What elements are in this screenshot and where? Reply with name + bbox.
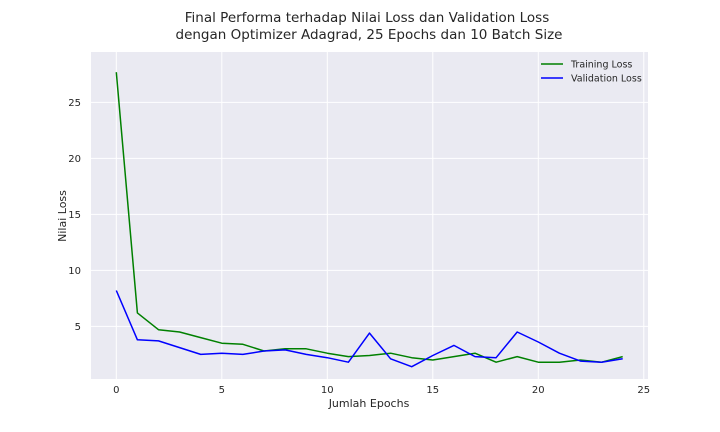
y-tick-label: 15 [68, 210, 81, 221]
x-axis-label: Jumlah Epochs [328, 397, 410, 410]
chart-title-line-2: dengan Optimizer Adagrad, 25 Epochs dan … [176, 27, 563, 43]
series-line-validation-loss [115, 290, 623, 368]
plot-area [91, 52, 648, 379]
legend-label-training-loss: Training Loss [570, 60, 632, 71]
x-tick-label: 10 [321, 385, 334, 396]
x-tick-label: 0 [113, 385, 119, 396]
y-axis-label: Nilai Loss [56, 190, 69, 242]
x-tick-label: 20 [532, 385, 545, 396]
series-layer [115, 72, 623, 368]
x-tick-label: 15 [426, 385, 439, 396]
x-axis-ticks: 0 5 10 15 20 25 [113, 385, 650, 396]
grid-lines [91, 52, 648, 379]
y-tick-label: 25 [68, 98, 81, 109]
x-tick-label: 25 [637, 385, 650, 396]
y-axis-ticks: 5 10 15 20 25 [68, 98, 81, 333]
legend-label-validation-loss: Validation Loss [571, 74, 642, 85]
y-tick-label: 20 [68, 154, 81, 165]
y-tick-label: 10 [68, 266, 81, 277]
x-tick-label: 5 [219, 385, 225, 396]
series-line-training-loss [115, 72, 623, 363]
chart-title-line-1: Final Performa terhadap Nilai Loss dan V… [185, 10, 549, 26]
legend: Training Loss Validation Loss [541, 60, 642, 85]
y-tick-label: 5 [75, 322, 81, 333]
